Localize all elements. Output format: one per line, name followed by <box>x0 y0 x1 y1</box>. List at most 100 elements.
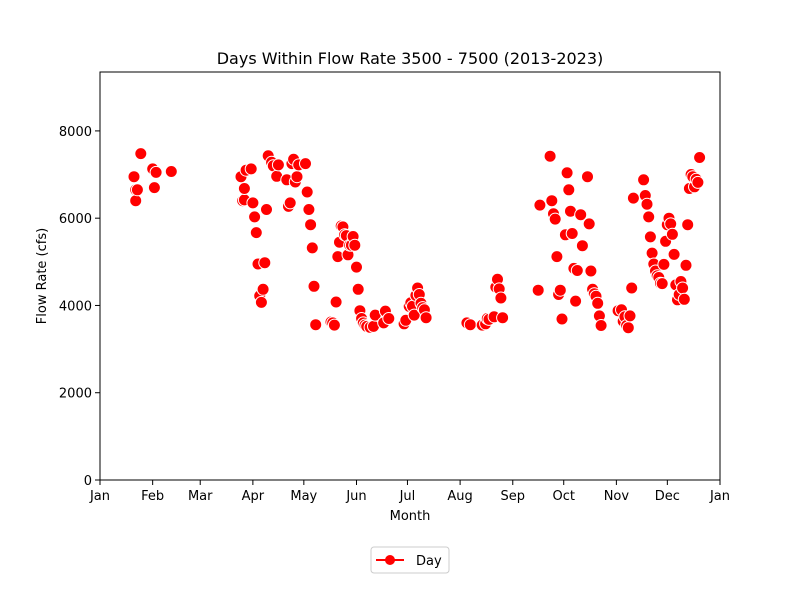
data-point <box>625 281 639 295</box>
x-tick-label: May <box>290 489 317 504</box>
y-axis-title: Flow Rate (cfs) <box>35 228 50 324</box>
data-point <box>642 210 656 224</box>
data-point <box>302 203 316 216</box>
data-point <box>494 291 508 305</box>
data-point <box>307 279 321 293</box>
data-point <box>681 218 695 232</box>
data-point <box>679 258 693 272</box>
data-point <box>327 318 341 332</box>
data-point <box>305 241 319 255</box>
data-point <box>569 294 583 308</box>
data-point <box>565 227 579 240</box>
data-point <box>129 194 143 208</box>
data-point <box>134 147 148 161</box>
x-axis: Jan Feb Mar Apr May Jun Jul Aug Sep Oct Nov Dec Jan <box>89 480 730 504</box>
data-point <box>643 230 657 244</box>
data-point <box>594 319 608 332</box>
data-point <box>533 198 547 212</box>
x-axis-title: Month <box>390 509 431 524</box>
data-points <box>127 147 707 335</box>
data-point <box>127 170 141 184</box>
plot-area <box>99 71 721 481</box>
data-point <box>657 257 671 271</box>
data-point <box>637 173 651 187</box>
x-tick-label: Sep <box>501 489 526 504</box>
y-tick-label: 8000 <box>59 125 92 140</box>
data-point <box>304 218 318 232</box>
data-point <box>582 217 596 231</box>
data-point <box>283 196 297 210</box>
y-tick-label: 6000 <box>59 212 92 227</box>
legend-box <box>370 546 450 574</box>
data-point <box>254 295 268 309</box>
y-tick-label: 2000 <box>59 387 92 402</box>
data-point <box>676 281 690 295</box>
data-point <box>271 158 285 172</box>
data-point <box>550 250 564 264</box>
x-tick-label: Jul <box>399 489 416 504</box>
data-point <box>677 292 691 306</box>
data-point <box>248 210 262 224</box>
data-point <box>256 282 270 296</box>
data-point <box>351 282 365 296</box>
data-point <box>560 166 574 180</box>
data-point <box>626 191 640 205</box>
data-point <box>693 151 707 164</box>
data-point <box>570 264 584 277</box>
data-point <box>555 312 569 326</box>
data-point <box>591 296 605 310</box>
data-point <box>665 227 679 241</box>
data-point <box>667 247 681 261</box>
data-point <box>531 283 545 297</box>
data-point <box>348 238 362 252</box>
y-tick-label: 4000 <box>59 299 92 314</box>
data-point <box>309 318 323 332</box>
data-point <box>621 321 635 335</box>
data-point <box>655 277 669 291</box>
data-point <box>553 283 567 297</box>
data-point <box>260 203 273 216</box>
chart-title: Days Within Flow Rate 3500 - 7500 (2013-… <box>217 49 604 68</box>
data-point <box>149 165 163 179</box>
data-point <box>545 194 559 208</box>
data-point <box>147 181 161 195</box>
legend: Day <box>370 546 450 574</box>
data-point <box>237 182 251 195</box>
data-point <box>463 318 477 332</box>
data-point <box>575 239 589 253</box>
x-tick-label: Jan <box>89 489 110 504</box>
x-tick-label: Jun <box>345 489 366 504</box>
data-point <box>300 185 314 199</box>
data-point <box>350 260 363 274</box>
x-tick-label: Feb <box>141 489 164 504</box>
data-point <box>244 162 258 176</box>
x-tick-label: Jan <box>709 489 730 504</box>
x-tick-label: Dec <box>655 489 680 504</box>
data-point <box>584 264 598 278</box>
data-point <box>130 183 144 197</box>
data-point <box>290 170 304 184</box>
data-point <box>258 256 272 270</box>
x-tick-label: Apr <box>242 489 265 504</box>
legend-marker <box>385 555 395 565</box>
data-point <box>581 170 594 184</box>
data-point <box>548 212 562 226</box>
data-point <box>645 246 659 260</box>
y-tick-label: 0 <box>84 474 92 489</box>
data-point <box>562 183 576 197</box>
data-point <box>329 295 343 309</box>
data-point <box>496 311 510 325</box>
data-point <box>691 175 705 189</box>
data-point <box>249 226 263 240</box>
data-point <box>382 312 396 325</box>
data-point <box>543 149 557 163</box>
x-tick-label: Oct <box>552 489 574 504</box>
data-point <box>623 309 637 323</box>
data-point <box>640 197 654 211</box>
data-point <box>246 196 260 210</box>
data-point <box>299 157 312 171</box>
data-point <box>164 165 178 178</box>
x-tick-label: Mar <box>188 489 213 504</box>
